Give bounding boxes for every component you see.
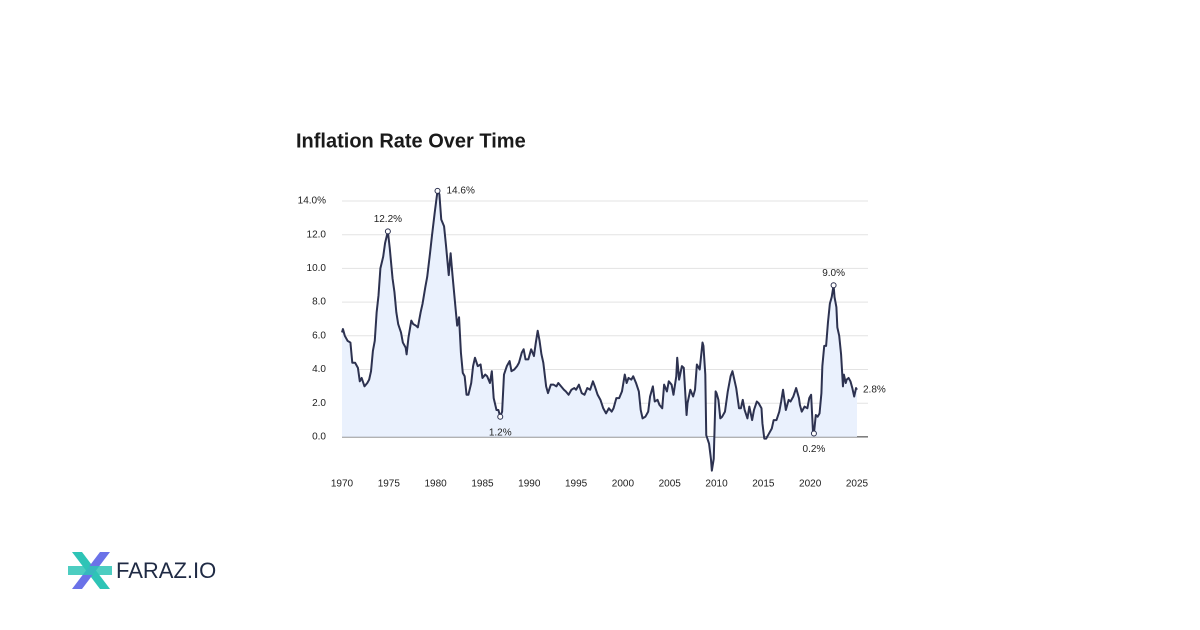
annotation-label: 0.2% [803,444,826,455]
annotation-label: 14.6% [447,186,475,197]
x-tick-label: 2025 [846,479,869,490]
logo-icon [68,552,112,589]
y-tick-label: 4.0 [312,364,326,375]
y-tick-label: 6.0 [312,330,326,341]
annotation-marker [830,282,837,289]
chart-title: Inflation Rate Over Time [296,130,526,152]
x-tick-label: 2000 [612,479,635,490]
x-tick-label: 2010 [705,479,728,490]
x-tick-label: 1990 [518,479,541,490]
annotation-marker [497,413,504,420]
annotation-label: 9.0% [822,268,845,279]
line [341,189,858,472]
annotation-label: 1.2% [489,427,512,438]
x-tick-label: 2020 [799,479,822,490]
y-tick-label: 10.0 [307,263,327,274]
annotation-label: 2.8% [863,384,886,395]
x-tick-label: 1975 [378,479,401,490]
x-tick-label: 1970 [331,479,354,490]
x-tick-label: 2005 [659,479,682,490]
x-tick-label: 1985 [471,479,494,490]
annotation-marker [434,187,441,194]
y-tick-label: 0.0 [312,432,326,443]
annotation-label: 12.2% [374,214,402,225]
logo-text: FARAZ.IO [116,558,216,583]
x-tick-label: 1980 [425,479,448,490]
annotation-marker [810,430,817,437]
x-tick-label: 2015 [752,479,775,490]
y-tick-label: 12.0 [307,229,327,240]
annotation-marker [384,228,391,235]
y-tick-label: 8.0 [312,297,326,308]
y-tick-label: 2.0 [312,398,326,409]
x-tick-label: 1995 [565,479,588,490]
y-tick-label: 14.0% [298,196,326,207]
area [342,190,857,471]
